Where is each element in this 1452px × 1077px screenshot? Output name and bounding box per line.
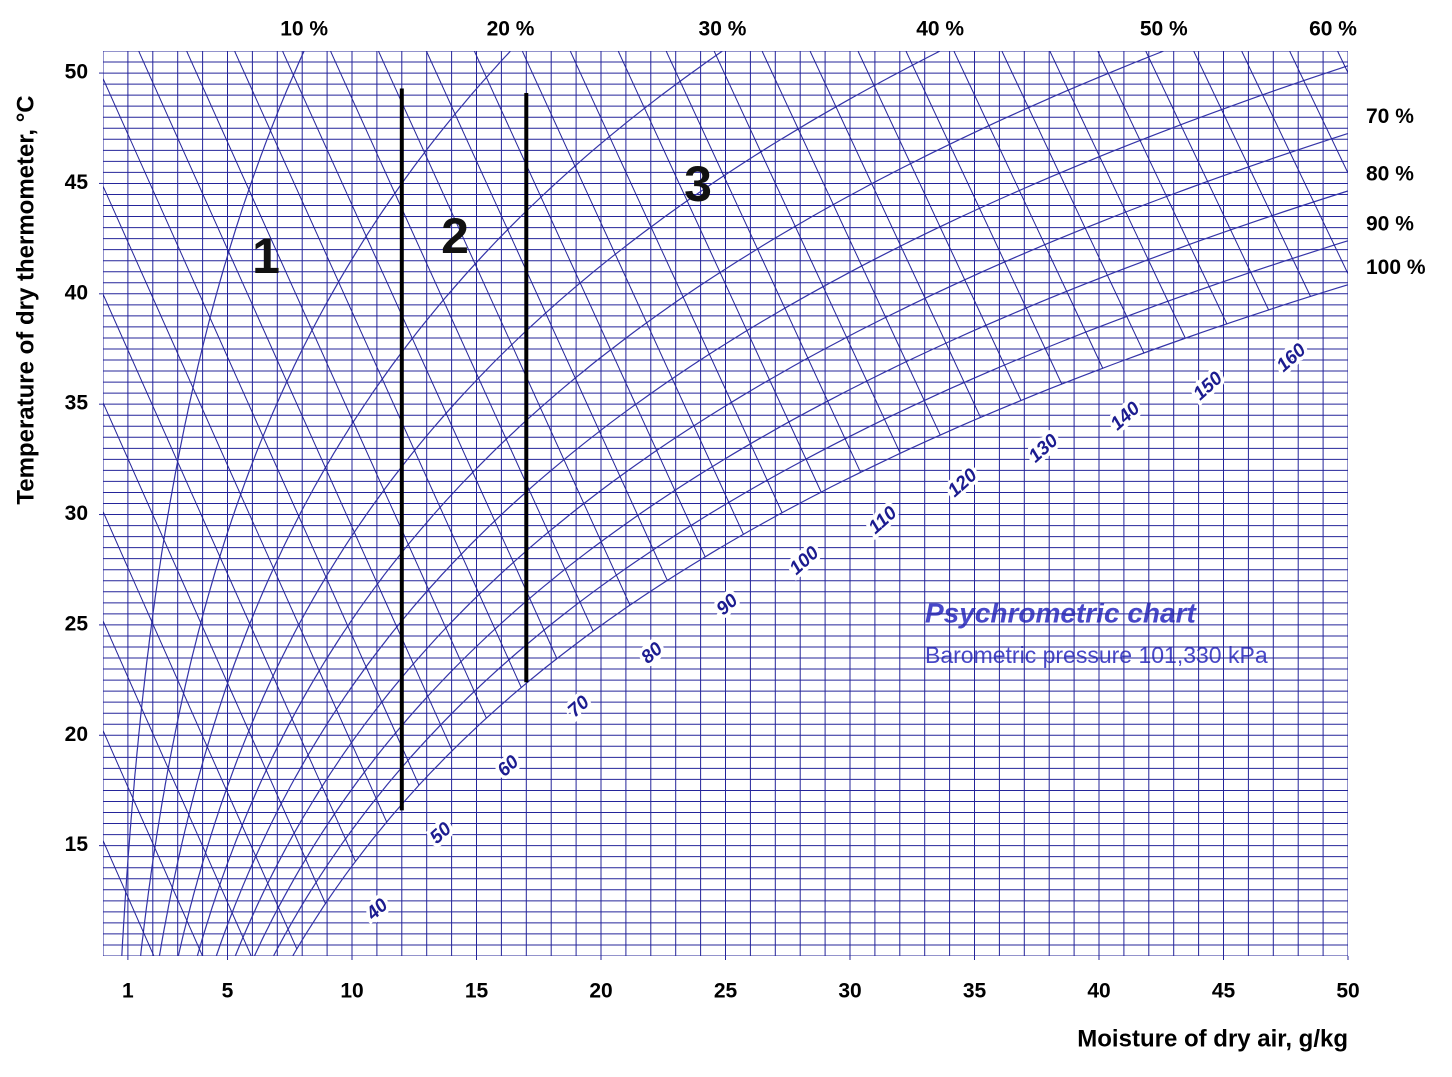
zone-label: 3 [684,156,712,212]
enthalpy-line [761,51,941,436]
enthalpy-line [103,729,204,956]
enthalpy-line [713,51,901,454]
enthalpy-line [329,51,594,632]
enthalpy-line [857,51,1022,401]
enthalpy-label: 140 [1107,398,1145,435]
enthalpy-line [665,51,862,473]
enthalpy-line [1241,51,1348,276]
rh-curve [121,51,305,956]
enthalpy-line [377,51,631,606]
enthalpy-line [103,184,388,823]
x-tick-label: 50 [1336,980,1359,1003]
y-tick-label: 35 [65,392,89,415]
enthalpy-line [425,51,668,581]
rh-label: 30 % [699,18,747,41]
enthalpy-line [1289,51,1348,175]
enthalpy-label: 80 [637,638,667,668]
x-tick-label: 25 [714,980,738,1003]
rh-label: 10 % [280,18,328,41]
enthalpy-line [103,839,155,956]
enthalpy-line [1145,51,1270,311]
x-tick-label: 20 [589,980,612,1003]
enthalpy-line [1097,51,1228,325]
enthalpy-label: 60 [494,751,524,781]
rh-curve [215,65,1348,956]
enthalpy-line [521,51,744,535]
rh-label: 60 % [1309,18,1357,41]
enthalpy-label: 130 [1025,430,1063,467]
y-tick-label: 50 [65,61,88,84]
enthalpy-line [281,51,558,659]
enthalpy-line [103,619,252,956]
rh-label: 90 % [1366,212,1414,235]
enthalpy-line [1001,51,1145,354]
rh-label: 80 % [1366,162,1414,185]
y-tick-label: 15 [65,833,89,856]
rh-label: 100 % [1366,256,1426,279]
enthalpy-label: 90 [713,590,743,620]
zone-label: 1 [252,228,280,284]
enthalpy-label: 150 [1189,368,1227,405]
x-tick-label: 5 [222,980,234,1003]
enthalpy-line [1193,51,1311,297]
x-tick-label: 35 [963,980,987,1003]
enthalpy-line [617,51,822,493]
enthalpy-line [138,51,453,751]
enthalpy-line [473,51,706,558]
enthalpy-line [809,51,981,418]
rh-curve [253,190,1348,956]
rh-curve [234,132,1348,956]
rh-label: 40 % [916,18,964,41]
chart-title: Psychrometric chart [925,597,1197,628]
x-tick-label: 30 [838,980,861,1003]
enthalpy-line [103,510,298,950]
rh-label: 20 % [487,18,535,41]
enthalpy-line [103,401,326,904]
y-tick-label: 25 [65,612,89,635]
rh-curve [140,51,512,956]
enthalpy-line [953,51,1104,369]
enthalpy-line [905,51,1063,385]
rh-curve [272,240,1348,956]
y-tick-label: 45 [65,171,89,194]
x-tick-label: 15 [465,980,489,1003]
y-axis-label: Temperature of dry thermometer, °C [12,95,39,504]
chart-subtitle: Barometric pressure 101,330 kPa [925,642,1268,668]
x-tick-label: 1 [122,980,134,1003]
y-tick-label: 40 [65,281,88,304]
enthalpy-line [569,51,783,513]
rh-curve [292,284,1348,956]
enthalpy-line [234,51,522,688]
enthalpy-label: 40 [362,894,393,925]
enthalpy-line [186,51,487,719]
plot-area [103,51,1348,956]
x-tick-label: 40 [1087,980,1110,1003]
rh-curve [158,51,724,956]
enthalpy-label: 110 [865,502,902,538]
x-tick-label: 45 [1212,980,1236,1003]
rh-label: 70 % [1366,105,1414,128]
rh-curve [196,51,1166,956]
enthalpy-line [1049,51,1186,339]
x-axis-label: Moisture of dry air, g/kg [1077,1025,1348,1052]
rh-curve [177,51,942,956]
x-tick-label: 10 [340,980,363,1003]
enthalpy-line [1336,51,1348,74]
enthalpy-line [103,292,356,862]
y-tick-label: 20 [65,723,88,746]
zone-label: 2 [441,208,469,264]
enthalpy-line [103,77,420,786]
enthalpy-label: 70 [564,692,594,722]
y-tick-label: 30 [65,502,88,525]
rh-label: 50 % [1140,18,1188,41]
